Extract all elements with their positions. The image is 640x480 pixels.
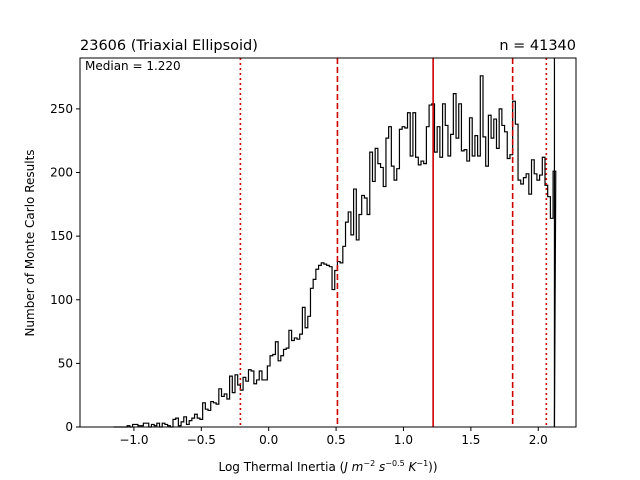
x-axis-exp-1: −2 [363, 459, 375, 468]
x-tick-label: 1.0 [394, 433, 413, 447]
y-tick-label: 150 [50, 229, 73, 243]
x-axis-unit-k: K [405, 460, 418, 474]
y-tick-label: 50 [58, 356, 73, 370]
histogram-step-line [113, 75, 557, 428]
y-tick-label: 200 [50, 166, 73, 180]
x-axis-label-text: Log Thermal Inertia ( [218, 460, 344, 474]
plot-frame [79, 57, 577, 428]
y-tick-label: 100 [50, 293, 73, 307]
y-axis-ticks: 0 50 100 150 200 250 [50, 102, 80, 434]
y-axis-label: Number of Monte Carlo Results [23, 149, 37, 336]
plot-area: −1.0 −0.5 0.0 0.5 1.0 1.5 2.0 0 50 100 150 200 250 [50, 57, 577, 447]
y-tick-label: 0 [65, 420, 73, 434]
x-tick-label: 0.5 [327, 433, 346, 447]
x-axis-ticks: −1.0 −0.5 0.0 0.5 1.0 1.5 2.0 [119, 427, 548, 447]
x-axis-exp-3: −1 [416, 459, 428, 468]
x-tick-label: 2.0 [529, 433, 548, 447]
y-tick-label: 250 [50, 102, 73, 116]
x-tick-label: −0.5 [187, 433, 216, 447]
sample-count: n = 41340 [499, 38, 576, 54]
x-axis-exp-2: −0.5 [385, 459, 404, 468]
x-axis-label-close: )) [428, 460, 437, 474]
x-tick-label: 1.5 [461, 433, 480, 447]
histogram-bars [113, 75, 557, 428]
x-axis-unit-s: s [375, 460, 385, 474]
x-tick-label: 0.0 [259, 433, 278, 447]
statistic-lines [239, 58, 556, 427]
x-axis-unit-j: J m [342, 460, 363, 474]
chart-title: 23606 (Triaxial Ellipsoid) [80, 38, 258, 54]
median-annotation: Median = 1.220 [85, 59, 181, 73]
x-tick-label: −1.0 [119, 433, 148, 447]
x-axis-label: Log Thermal Inertia (J m−2 s−0.5 K−1)) [218, 459, 437, 474]
